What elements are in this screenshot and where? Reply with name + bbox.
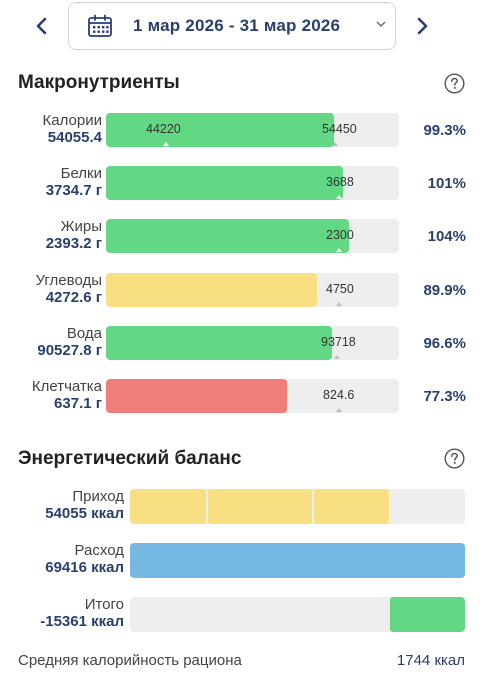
macro-progress-bar: 3688 <box>106 166 399 200</box>
macro-progress-bar: 2300 <box>106 219 399 253</box>
energy-title: Энергетический баланс <box>18 448 242 469</box>
macro-row-protein[interactable]: Белки 3734.7 г 3688 101% <box>0 165 482 205</box>
macro-name: Жиры <box>60 218 102 235</box>
macro-progress-fill <box>106 273 317 307</box>
chevron-down-icon <box>376 21 386 27</box>
macro-row-fat[interactable]: Жиры 2393.2 г 2300 104% <box>0 218 482 258</box>
macro-progress-fill <box>106 379 287 413</box>
macro-percent: 99.3% <box>423 122 466 139</box>
macro-target-tick <box>336 408 342 412</box>
macro-value: 2393.2 г <box>45 235 102 252</box>
chevron-left-icon <box>36 17 47 35</box>
energy-income-bar <box>130 489 465 524</box>
energy-name: Приход <box>72 488 124 505</box>
average-calorie-label: Средняя калорийность рациона <box>18 652 242 669</box>
energy-value: -15361 ккал <box>40 613 124 630</box>
macro-target-label: 2300 <box>326 228 354 242</box>
date-range-select[interactable]: 1 мар 2026 - 31 мар 2026 <box>68 2 396 50</box>
energy-name: Итого <box>84 596 124 613</box>
macro-target-label: 4750 <box>326 282 354 296</box>
macro-marker-tick <box>163 142 169 146</box>
prev-period-button[interactable] <box>28 10 56 42</box>
energy-row-balance[interactable]: Итого -15361 ккал <box>0 596 482 636</box>
date-range-label: 1 мар 2026 - 31 мар 2026 <box>133 16 341 35</box>
energy-name: Расход <box>74 542 124 559</box>
macro-value: 3734.7 г <box>45 182 102 199</box>
macro-progress-fill <box>106 219 349 253</box>
macro-marker-label: 44220 <box>146 122 181 136</box>
macro-progress-bar: 44220 54450 <box>106 113 399 147</box>
macro-value: 54055.4 <box>47 129 102 146</box>
energy-value: 54055 ккал <box>45 505 124 522</box>
macro-target-tick <box>332 142 338 146</box>
energy-row-expense[interactable]: Расход 69416 ккал <box>0 542 482 582</box>
macro-value: 90527.8 г <box>37 342 102 359</box>
macro-row-carbs[interactable]: Углеводы 4272.6 г 4750 89.9% <box>0 272 482 312</box>
macros-title: Макронутриенты <box>18 72 180 93</box>
macro-progress-bar: 4750 <box>106 273 399 307</box>
macro-row-water[interactable]: Вода 90527.8 г 93718 96.6% <box>0 325 482 365</box>
macro-target-tick <box>336 302 342 306</box>
macro-target-label: 824.6 <box>323 388 355 402</box>
date-bar: 1 мар 2026 - 31 мар 2026 <box>0 0 482 56</box>
macro-percent: 77.3% <box>423 388 466 405</box>
macro-progress-bar: 824.6 <box>106 379 399 413</box>
energy-balance-bar <box>130 597 465 632</box>
macro-progress-fill <box>106 113 334 147</box>
macro-row-calories[interactable]: Калории 54055.4 44220 54450 99.3% <box>0 112 482 152</box>
macro-value: 637.1 г <box>54 395 102 412</box>
macro-percent: 104% <box>427 228 466 245</box>
macro-progress-fill <box>106 166 343 200</box>
average-calorie-value: 1744 ккал <box>396 652 465 669</box>
macro-percent: 101% <box>427 175 466 192</box>
macro-target-tick <box>334 355 340 359</box>
macro-name: Белки <box>60 165 102 182</box>
balance-segment <box>390 597 465 632</box>
income-segment <box>130 489 206 524</box>
macro-name: Клетчатка <box>31 378 102 395</box>
macros-help-icon[interactable] <box>444 73 465 94</box>
macro-name: Калории <box>42 112 102 129</box>
energy-help-icon[interactable] <box>444 448 465 469</box>
macro-target-label: 3688 <box>326 175 354 189</box>
chevron-right-icon <box>417 17 428 35</box>
average-calorie-row: Средняя калорийность рациона 1744 ккал <box>18 652 465 669</box>
macro-progress-bar: 93718 <box>106 326 399 360</box>
expense-segment <box>130 543 465 578</box>
macro-target-label: 54450 <box>322 122 357 136</box>
macro-row-fiber[interactable]: Клетчатка 637.1 г 824.6 77.3% <box>0 378 482 418</box>
macro-name: Углеводы <box>35 272 102 289</box>
macro-target-tick <box>336 195 342 199</box>
macro-target-label: 93718 <box>321 335 356 349</box>
macro-target-tick <box>336 248 342 252</box>
income-segment <box>314 489 389 524</box>
macro-percent: 89.9% <box>423 282 466 299</box>
energy-value: 69416 ккал <box>45 559 124 576</box>
macro-progress-fill <box>106 326 332 360</box>
energy-expense-bar <box>130 543 465 578</box>
macro-percent: 96.6% <box>423 335 466 352</box>
macro-name: Вода <box>66 325 102 342</box>
next-period-button[interactable] <box>408 10 436 42</box>
calendar-icon <box>88 14 112 37</box>
energy-row-income[interactable]: Приход 54055 ккал <box>0 488 482 528</box>
macro-value: 4272.6 г <box>45 289 102 306</box>
income-segment <box>208 489 312 524</box>
